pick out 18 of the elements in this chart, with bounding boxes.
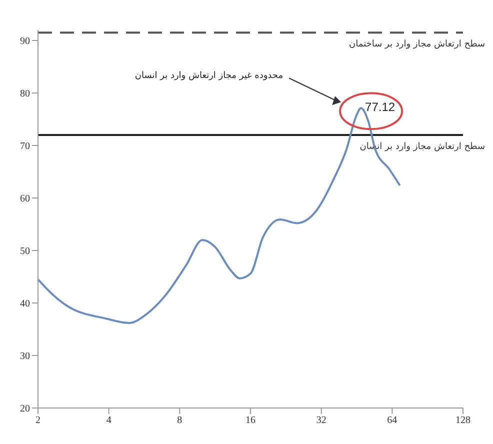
x-tick-label: 2 — [36, 415, 40, 426]
x-tick-label: 64 — [387, 415, 398, 426]
x-tick-label: 4 — [106, 415, 112, 426]
y-tick-label: 90 — [20, 36, 30, 48]
ref-line-label: سطح ارتعاش مجاز وارد بر ساختمان — [349, 40, 485, 50]
y-tick-label: 40 — [20, 298, 30, 310]
y-tick-label: 70 — [20, 141, 30, 152]
annotation: 77.12 — [365, 100, 396, 114]
x-tick-label: 32 — [316, 415, 326, 426]
y-tick-label: 30 — [20, 351, 30, 362]
y-tick-label: 20 — [20, 404, 30, 415]
y-tick-label: 50 — [20, 246, 30, 258]
x-tick-label: 128 — [456, 415, 470, 426]
x-tick-label: 16 — [246, 415, 256, 426]
y-tick-label: 60 — [20, 194, 30, 205]
annotation: محدوده غیر مجاز ارتعاش وارد بر انسان — [134, 71, 284, 82]
x-tick-label: 8 — [177, 415, 182, 426]
y-tick-label: 80 — [20, 88, 30, 100]
